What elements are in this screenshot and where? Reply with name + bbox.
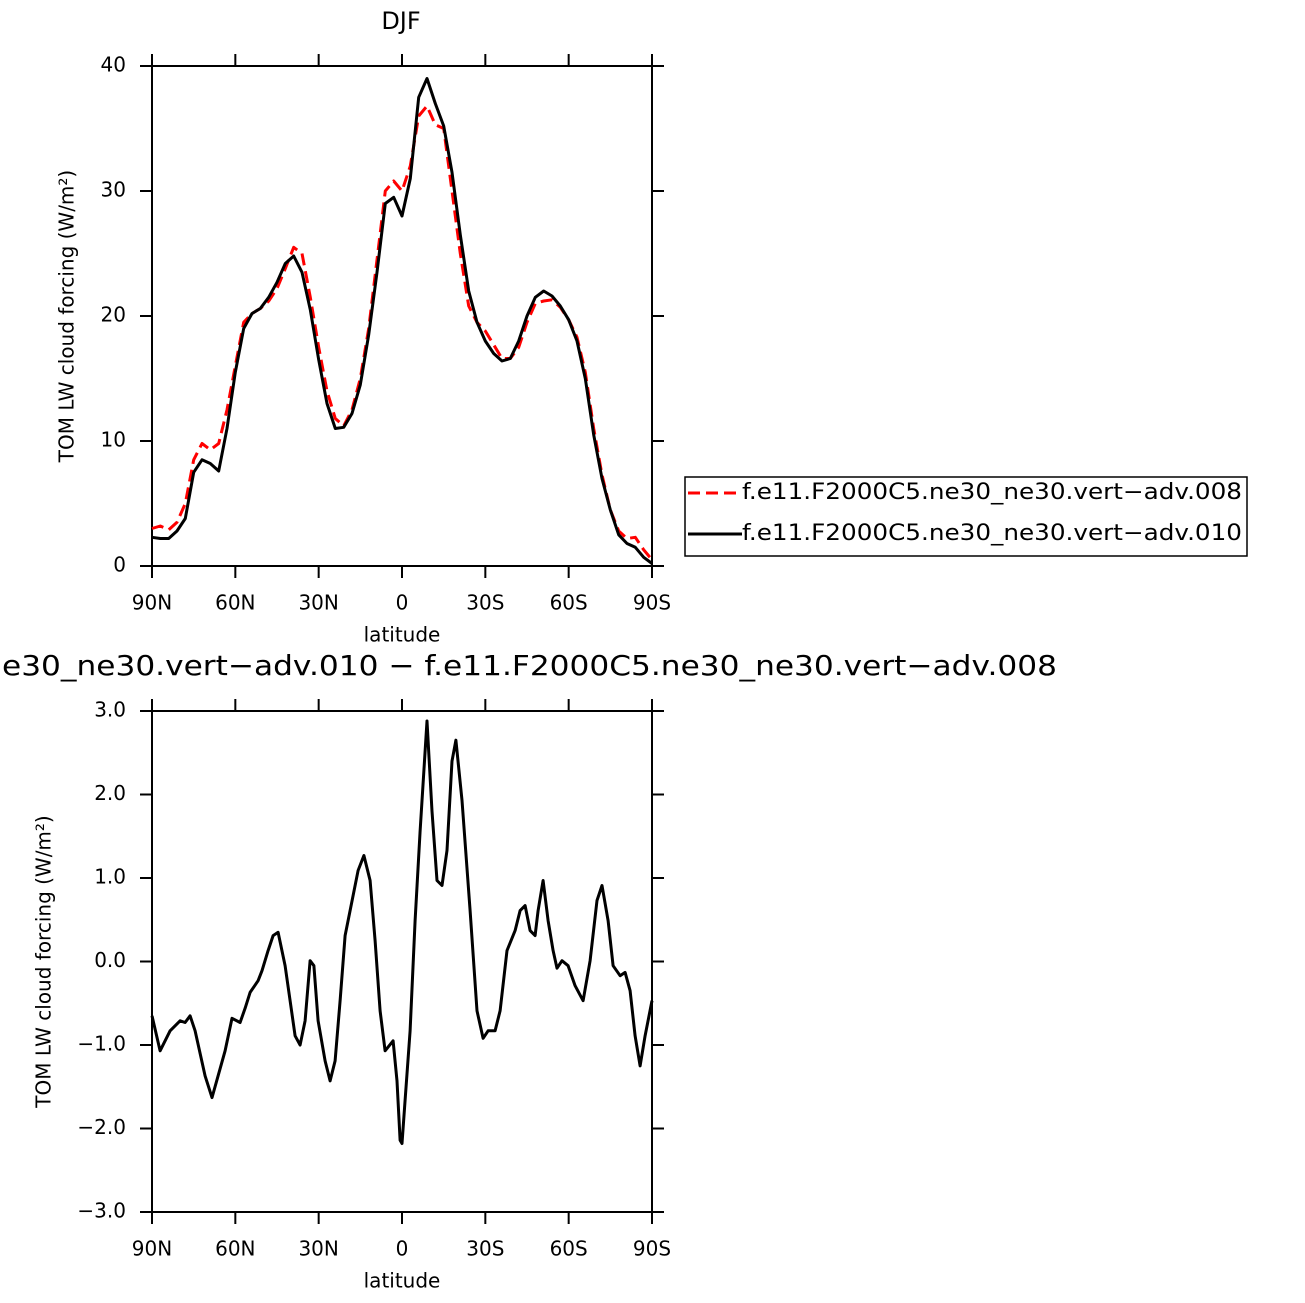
data-line	[151, 77, 653, 565]
y-axis-label: TOM LW cloud forcing (W/m²)	[55, 170, 79, 464]
x-tick-label: 90S	[633, 591, 671, 615]
x-tick-label: 0	[396, 1237, 409, 1261]
x-tick-label: 90S	[633, 1237, 671, 1261]
y-tick-label: −3.0	[77, 1199, 126, 1223]
y-axis-label: TOM LW cloud forcing (W/m²)	[32, 815, 56, 1109]
y-tick-label: 20	[101, 303, 126, 327]
y-tick-label: 10	[101, 428, 126, 452]
x-tick-label: 0	[396, 591, 409, 615]
x-tick-label: 30N	[298, 591, 338, 615]
y-tick-label: 0	[113, 553, 126, 577]
data-line	[150, 719, 654, 1145]
chart-title: DJF	[381, 7, 420, 35]
y-tick-label: 0.0	[94, 948, 126, 972]
legend-label: f.e11.F2000C5.ne30_ne30.vert−adv.010	[742, 521, 1242, 546]
plot-frame	[151, 65, 653, 567]
x-tick-label: 90N	[132, 1237, 172, 1261]
legend-box	[684, 476, 1248, 557]
x-tick-label: 60N	[215, 591, 255, 615]
y-tick-label: −1.0	[77, 1032, 126, 1056]
x-tick-label: 60S	[550, 1237, 588, 1261]
x-tick-label: 30N	[298, 1237, 338, 1261]
x-axis-label: latitude	[364, 1269, 441, 1293]
legend-label: f.e11.F2000C5.ne30_ne30.vert−adv.008	[742, 480, 1242, 505]
y-tick-label: 3.0	[94, 698, 126, 722]
x-tick-label: 30S	[466, 1237, 504, 1261]
chart-title: e30_ne30.vert−adv.010 − f.e11.F2000C5.ne…	[2, 649, 1057, 682]
y-tick-label: −2.0	[77, 1115, 126, 1139]
x-tick-label: 30S	[466, 591, 504, 615]
data-line	[151, 104, 654, 561]
y-tick-label: 40	[101, 53, 126, 77]
x-tick-label: 90N	[132, 591, 172, 615]
x-tick-label: 60S	[550, 591, 588, 615]
x-tick-label: 60N	[215, 1237, 255, 1261]
y-tick-label: 2.0	[94, 781, 126, 805]
y-tick-label: 1.0	[94, 865, 126, 889]
y-tick-label: 30	[101, 178, 126, 202]
x-axis-label: latitude	[364, 623, 441, 647]
